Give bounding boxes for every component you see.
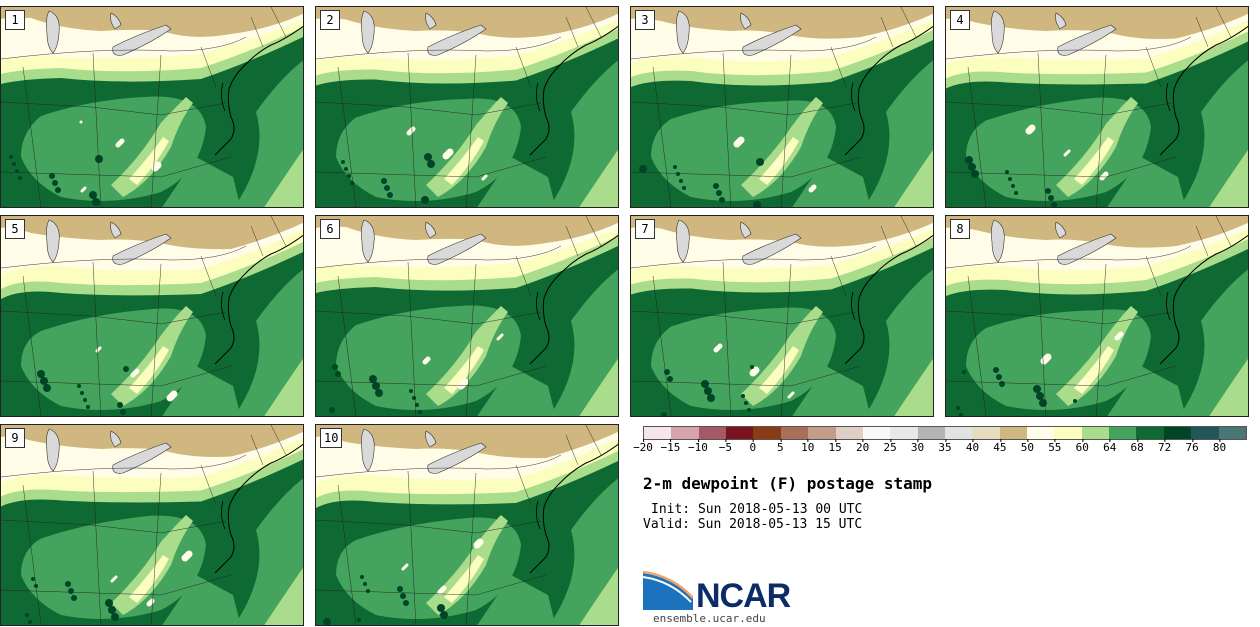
colorbar-segment <box>1027 427 1055 439</box>
colorbar-segment <box>944 427 973 439</box>
colorbar-tick-label: 15 <box>828 439 842 454</box>
colorbar-tick-label: 0 <box>749 439 757 454</box>
member-number-label: 6 <box>320 219 340 239</box>
colorbar-segment <box>1109 427 1137 439</box>
colorbar-segment <box>644 427 672 439</box>
member-map-panel: 10 <box>315 424 619 626</box>
member-map-panel: 2 <box>315 6 619 208</box>
member-number-label: 3 <box>635 10 655 30</box>
colorbar-segment <box>999 427 1028 439</box>
member-map-panel: 5 <box>0 215 304 417</box>
colorbar-segment <box>1191 427 1219 439</box>
colorbar-tick-label: 64 <box>1103 439 1117 454</box>
init-time: Init: Sun 2018-05-13 00 UTC <box>651 502 863 517</box>
colorbar-tick-label: 10 <box>801 439 815 454</box>
colorbar-tick-label: 55 <box>1048 439 1062 454</box>
member-number-label: 1 <box>5 10 25 30</box>
member-number-label: 7 <box>635 219 655 239</box>
member-number-label: 8 <box>950 219 970 239</box>
colorbar-segment <box>835 427 863 439</box>
member-map-panel: 7 <box>630 215 934 417</box>
member-map-panel: 9 <box>0 424 304 626</box>
colorbar-tick-label: 40 <box>965 439 980 454</box>
colorbar-tick-label: 68 <box>1130 439 1144 454</box>
colorbar-segment <box>917 427 945 439</box>
colorbar-segment <box>1163 427 1192 439</box>
colorbar-segment <box>972 427 1000 439</box>
colorbar-tick-label: 50 <box>1020 439 1034 454</box>
colorbar-segment <box>753 427 781 439</box>
colorbar-segment <box>1218 427 1246 439</box>
colorbar-tick-label: 45 <box>993 439 1007 454</box>
colorbar-ticks: −20 −15 −10 −5 0 5 10 15 20 25 30 35 40 45 50 55 60 64 68 7… <box>633 439 1247 459</box>
member-number-label: 5 <box>5 219 25 239</box>
colorbar-segment <box>1081 427 1110 439</box>
member-map-panel: 1 <box>0 6 304 208</box>
figure-title: 2-m dewpoint (F) postage stamp <box>643 474 932 493</box>
website-url: ensemble.ucar.edu <box>653 612 766 625</box>
colorbar-segment <box>726 427 754 439</box>
member-map-panel: 6 <box>315 215 619 417</box>
colorbar-segment <box>780 427 809 439</box>
colorbar-tick-label: 72 <box>1158 439 1172 454</box>
colorbar-segment <box>1054 427 1082 439</box>
colorbar-tick-label: 30 <box>910 439 925 454</box>
colorbar-tick-label: 25 <box>883 439 897 454</box>
colorbar-tick-label: 5 <box>776 439 784 454</box>
colorbar-tick-label: −20 <box>633 439 653 454</box>
valid-time: Valid: Sun 2018-05-13 15 UTC <box>643 517 863 532</box>
colorbar-tick-label: 20 <box>856 439 870 454</box>
ncar-logo-text: NCAR <box>696 577 791 615</box>
colorbar-tick-label: 76 <box>1185 439 1199 454</box>
member-number-label: 2 <box>320 10 340 30</box>
colorbar <box>643 426 1247 440</box>
colorbar-segment <box>862 427 891 439</box>
colorbar-segment <box>808 427 836 439</box>
member-map-panel: 3 <box>630 6 934 208</box>
colorbar-segment <box>1136 427 1164 439</box>
member-number-label: 4 <box>950 10 970 30</box>
ncar-swoosh-icon <box>643 570 693 610</box>
colorbar-tick-label: 60 <box>1075 439 1089 454</box>
colorbar-tick-label: −15 <box>660 439 681 454</box>
colorbar-segment <box>698 427 727 439</box>
ncar-logo: NCAR <box>643 570 793 615</box>
colorbar-tick-label: 80 <box>1212 439 1227 454</box>
member-number-label: 10 <box>320 428 343 448</box>
colorbar-segment <box>671 427 699 439</box>
member-map-panel: 8 <box>945 215 1249 417</box>
colorbar-tick-label: 35 <box>938 439 952 454</box>
colorbar-segment <box>890 427 918 439</box>
member-number-label: 9 <box>5 428 25 448</box>
colorbar-tick-label: −5 <box>718 439 732 454</box>
member-map-panel: 4 <box>945 6 1249 208</box>
colorbar-tick-label: −10 <box>687 439 708 454</box>
